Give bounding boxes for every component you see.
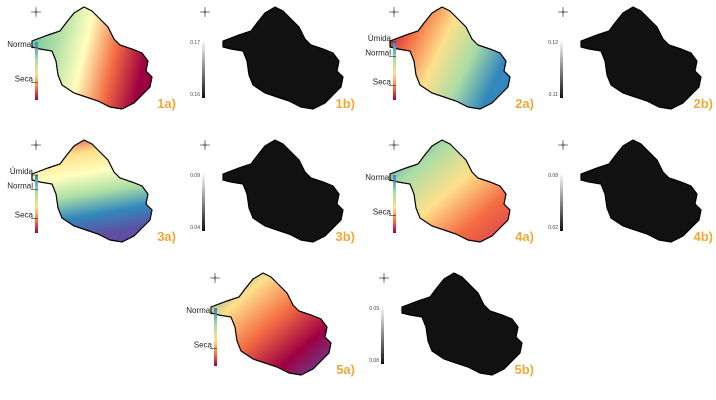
color-bar-tick: 0.11	[549, 92, 559, 98]
compass-icon	[203, 10, 207, 14]
color-bar	[35, 175, 38, 233]
color-bar	[393, 42, 396, 100]
color-bar	[393, 175, 396, 233]
color-bar	[35, 42, 38, 100]
legend-label: Normal	[365, 173, 391, 182]
map-area	[222, 139, 344, 243]
panel-label: 1b)	[336, 96, 356, 111]
legend-label: Úmida	[10, 167, 34, 176]
panel: 0.12 0.11 2b)	[548, 6, 714, 111]
panel-label: 4a)	[515, 229, 534, 244]
map-area	[31, 139, 153, 243]
panel: Úmida Normal Seca 2a)	[365, 6, 534, 111]
compass-icon	[203, 143, 207, 147]
compass-icon	[561, 10, 565, 14]
color-bar	[560, 40, 563, 98]
map	[222, 139, 344, 243]
compass-icon	[382, 276, 386, 280]
map-area	[580, 6, 702, 110]
color-bar-tick: 0.12	[548, 40, 558, 46]
panel: 0.09 0.04 3b)	[190, 139, 356, 244]
map-area	[31, 6, 153, 110]
compass-icon	[392, 10, 396, 14]
map-area	[210, 272, 332, 376]
color-bar-tick: 0.09	[190, 173, 200, 179]
map	[31, 139, 153, 243]
color-bar	[560, 173, 563, 231]
panel: 0.09 0.08 5b)	[369, 272, 535, 377]
panel-label: 4b)	[694, 229, 714, 244]
legend-label: Seca	[15, 75, 34, 84]
legend-label: Seca	[194, 341, 213, 350]
legend-label: Normal	[186, 306, 212, 315]
map	[389, 139, 511, 243]
color-bar-tick: 0.02	[548, 225, 558, 231]
panel-label: 1a)	[157, 96, 176, 111]
map	[580, 6, 702, 110]
map-area	[389, 139, 511, 243]
compass-icon	[561, 143, 565, 147]
map-area	[580, 139, 702, 243]
color-bar-tick: 0.09	[369, 306, 379, 312]
panel: Normal Seca 1a)	[7, 6, 176, 111]
map	[31, 6, 153, 110]
map	[210, 272, 332, 376]
legend-label: Seca	[373, 208, 392, 217]
map	[222, 6, 344, 110]
legend-label: Normal	[7, 182, 33, 191]
color-bar	[214, 308, 217, 366]
legend-label: Normal	[7, 40, 33, 49]
panel-label: 3a)	[157, 229, 176, 244]
panel: Normal Seca 4a)	[365, 139, 534, 244]
color-bar-tick: 0.08	[548, 173, 558, 179]
legend-label: Normal	[365, 49, 391, 58]
compass-icon	[392, 143, 396, 147]
compass-icon	[34, 143, 38, 147]
panel-label: 2b)	[694, 96, 714, 111]
map	[580, 139, 702, 243]
panel: Úmida Normal Seca 3a)	[7, 139, 176, 244]
map-area	[222, 6, 344, 110]
color-bar-tick: 0.08	[369, 358, 379, 364]
color-bar-tick: 0.04	[190, 225, 200, 231]
map-area	[401, 272, 523, 376]
panel: 0.08 0.02 4b)	[548, 139, 714, 244]
map	[401, 272, 523, 376]
panel-label: 3b)	[336, 229, 356, 244]
panel-label: 2a)	[515, 96, 534, 111]
color-bar	[202, 40, 205, 98]
color-bar	[381, 306, 384, 364]
color-bar	[202, 173, 205, 231]
compass-icon	[34, 10, 38, 14]
compass-icon	[213, 276, 217, 280]
color-bar-tick: 0.16	[190, 92, 200, 98]
map-area	[389, 6, 511, 110]
legend-label: Seca	[373, 78, 392, 87]
panel-label: 5b)	[515, 362, 535, 377]
color-bar-tick: 0.17	[190, 40, 200, 46]
legend-label: Seca	[15, 211, 34, 220]
map	[389, 6, 511, 110]
legend-label: Úmida	[368, 34, 392, 43]
panel-label: 5a)	[336, 362, 355, 377]
panel: 0.17 0.16 1b)	[190, 6, 356, 111]
panel: Normal Seca 5a)	[186, 272, 355, 377]
